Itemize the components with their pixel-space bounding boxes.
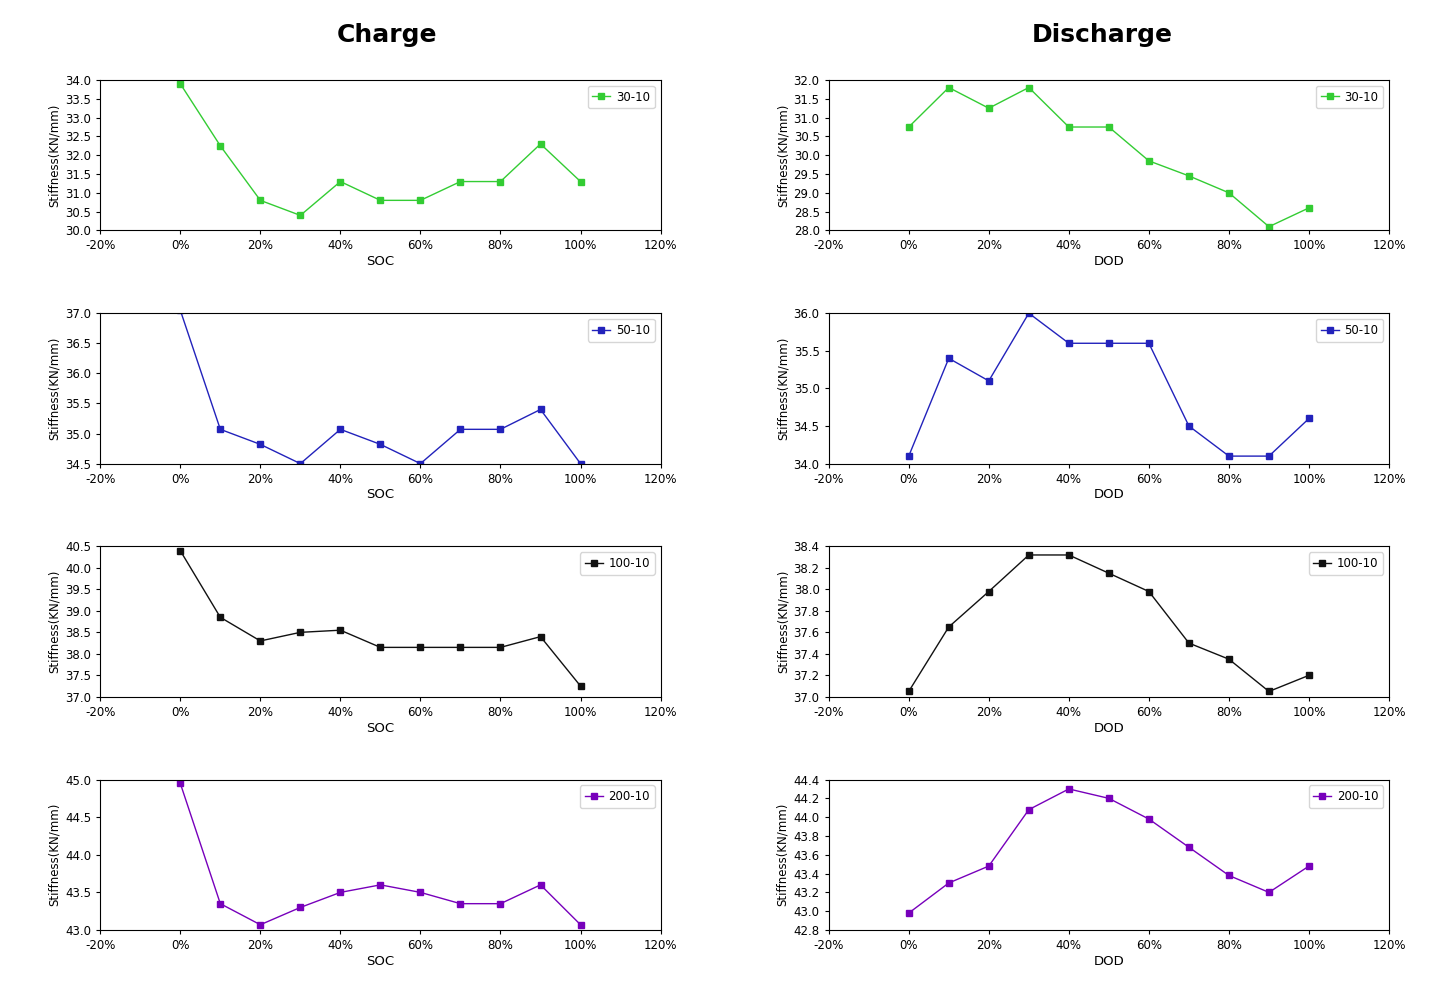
Y-axis label: Stiffness(KN/mm): Stiffness(KN/mm) (49, 337, 62, 440)
Y-axis label: Stiffness(KN/mm): Stiffness(KN/mm) (776, 570, 789, 673)
Legend: 30-10: 30-10 (587, 86, 654, 108)
X-axis label: SOC: SOC (367, 255, 394, 268)
Legend: 200-10: 200-10 (1309, 785, 1383, 808)
X-axis label: DOD: DOD (1094, 722, 1124, 735)
Legend: 200-10: 200-10 (580, 785, 654, 808)
Legend: 50-10: 50-10 (587, 319, 654, 342)
Y-axis label: Stiffness(KN/mm): Stiffness(KN/mm) (776, 337, 789, 440)
Legend: 30-10: 30-10 (1316, 86, 1383, 108)
Text: Discharge: Discharge (1032, 23, 1173, 47)
Legend: 100-10: 100-10 (1309, 552, 1383, 575)
X-axis label: DOD: DOD (1094, 488, 1124, 501)
X-axis label: DOD: DOD (1094, 255, 1124, 268)
Legend: 50-10: 50-10 (1316, 319, 1383, 342)
X-axis label: DOD: DOD (1094, 955, 1124, 968)
Text: Charge: Charge (337, 23, 437, 47)
Y-axis label: Stiffness(KN/mm): Stiffness(KN/mm) (49, 570, 62, 673)
X-axis label: SOC: SOC (367, 722, 394, 735)
Y-axis label: Stiffness(KN/mm): Stiffness(KN/mm) (776, 803, 789, 906)
Legend: 100-10: 100-10 (580, 552, 654, 575)
Y-axis label: Stiffness(KN/mm): Stiffness(KN/mm) (47, 803, 62, 906)
X-axis label: SOC: SOC (367, 955, 394, 968)
Y-axis label: Stiffness(KN/mm): Stiffness(KN/mm) (49, 104, 62, 207)
X-axis label: SOC: SOC (367, 488, 394, 501)
Y-axis label: Stiffness(KN/mm): Stiffness(KN/mm) (776, 104, 789, 207)
